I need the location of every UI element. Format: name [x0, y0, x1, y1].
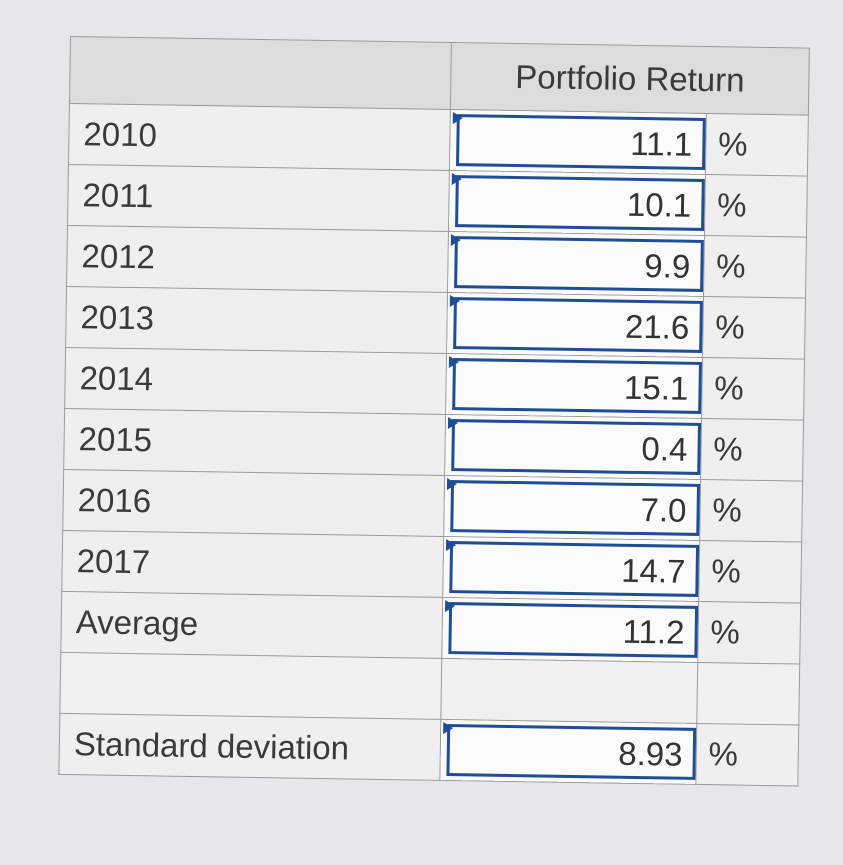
return-input[interactable]: 7.0 — [450, 480, 700, 536]
std-dev-label: Standard deviation — [58, 713, 441, 781]
table-row: 2016 7.0 % — [62, 469, 803, 543]
unit-label: % — [695, 723, 799, 787]
unit-label: % — [700, 418, 804, 482]
table-row: 2013 21.6 % — [65, 286, 806, 360]
portfolio-return-table: Portfolio Return 2010 11.1 % 2011 10.1 %… — [58, 36, 810, 787]
return-input-cell[interactable]: 14.7 — [442, 536, 700, 602]
unit-label: % — [698, 540, 802, 604]
table-row: 2012 9.9 % — [66, 225, 807, 299]
return-input[interactable]: 0.4 — [451, 419, 701, 475]
input-marker-icon — [451, 173, 462, 186]
input-marker-icon — [449, 295, 461, 308]
std-dev-input[interactable]: 8.93 — [446, 724, 696, 780]
return-input-cell[interactable]: 7.0 — [443, 475, 701, 541]
return-input[interactable]: 10.1 — [455, 175, 705, 231]
table-row: 2011 10.1 % — [67, 164, 808, 238]
input-marker-icon — [446, 477, 458, 491]
return-input[interactable]: 21.6 — [453, 297, 703, 353]
unit-label: % — [704, 174, 808, 238]
table-row: 2015 0.4 % — [63, 408, 804, 482]
return-input[interactable]: 15.1 — [452, 358, 702, 414]
input-marker-icon — [443, 721, 454, 735]
unit-label: % — [703, 235, 807, 299]
header-row: Portfolio Return — [69, 36, 810, 116]
year-label: 2011 — [67, 164, 450, 232]
unit-label: % — [699, 479, 803, 543]
year-label: 2017 — [61, 530, 444, 598]
unit-label: % — [705, 113, 809, 177]
year-label: 2013 — [65, 286, 448, 354]
year-label: 2016 — [62, 469, 445, 537]
table-row: 2014 15.1 % — [64, 347, 805, 421]
blank-cell — [440, 658, 698, 724]
input-marker-icon — [448, 355, 460, 369]
input-marker-icon — [445, 538, 457, 552]
unit-label: % — [697, 601, 801, 665]
input-marker-icon — [447, 416, 459, 430]
blank-cell — [59, 652, 442, 720]
return-input[interactable]: 14.7 — [449, 541, 699, 597]
year-label: 2014 — [64, 347, 447, 415]
return-input-cell[interactable]: 21.6 — [446, 292, 704, 358]
average-row: Average 11.2 % — [60, 591, 801, 665]
unit-label: % — [701, 357, 805, 421]
average-input-cell[interactable]: 11.2 — [441, 597, 699, 663]
year-label: 2015 — [63, 408, 446, 476]
input-marker-icon — [450, 234, 461, 247]
blank-row — [59, 652, 800, 726]
input-marker-icon — [445, 599, 456, 613]
return-input-cell[interactable]: 15.1 — [445, 353, 703, 419]
average-input[interactable]: 11.2 — [448, 602, 698, 658]
year-label: 2012 — [66, 225, 449, 293]
table-row: 2010 11.1 % — [68, 103, 809, 177]
return-input[interactable]: 11.1 — [456, 114, 706, 170]
std-dev-input-cell[interactable]: 8.93 — [439, 719, 697, 785]
return-input-cell[interactable]: 10.1 — [448, 170, 706, 236]
year-label: 2010 — [68, 103, 451, 171]
unit-label: % — [702, 296, 806, 360]
return-input[interactable]: 9.9 — [454, 236, 704, 292]
return-input-cell[interactable]: 9.9 — [447, 231, 705, 297]
header-blank-cell — [69, 36, 452, 110]
portfolio-return-header: Portfolio Return — [450, 42, 810, 116]
input-marker-icon — [452, 112, 463, 125]
std-dev-row: Standard deviation 8.93 % — [58, 713, 799, 787]
blank-cell — [696, 662, 800, 726]
average-label: Average — [60, 591, 443, 659]
table-row: 2017 14.7 % — [61, 530, 802, 604]
return-input-cell[interactable]: 11.1 — [449, 109, 707, 175]
return-input-cell[interactable]: 0.4 — [444, 414, 702, 480]
